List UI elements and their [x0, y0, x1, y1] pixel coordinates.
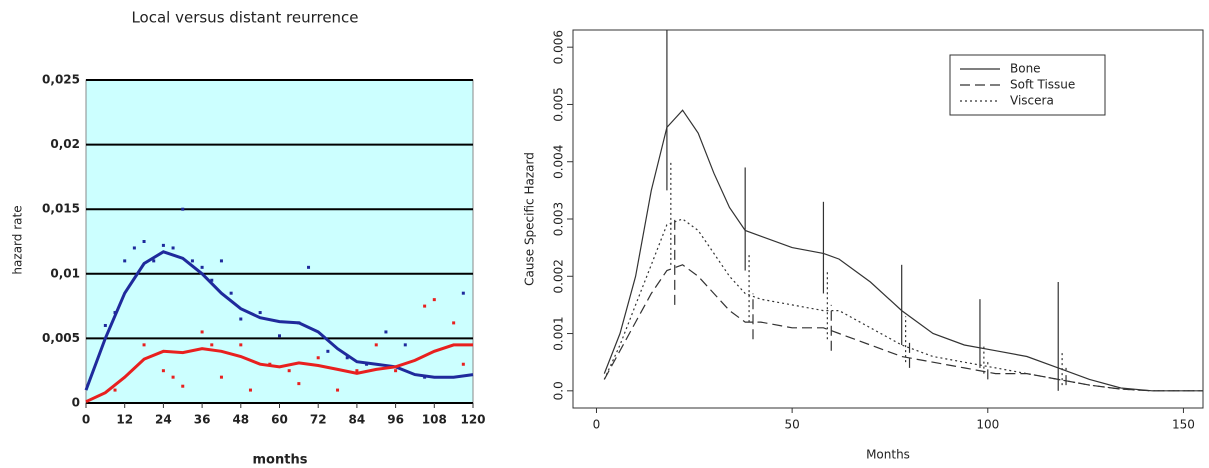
data-point	[287, 369, 291, 373]
x-tick-label: 72	[310, 413, 327, 427]
x-tick-label: 50	[784, 418, 799, 432]
x-tick-label: 100	[976, 418, 999, 432]
series-line	[603, 264, 1203, 392]
data-point	[316, 356, 320, 360]
data-point	[123, 259, 127, 263]
data-point	[461, 291, 465, 295]
y-tick-label: 0	[72, 396, 80, 410]
data-point	[200, 265, 204, 269]
data-point	[384, 330, 388, 334]
x-tick-label: 108	[422, 413, 447, 427]
series-line	[603, 218, 1203, 392]
y-axis-label: Cause Specific Hazard	[523, 152, 537, 286]
data-point	[171, 375, 175, 379]
x-axis-label: Months	[866, 448, 910, 462]
data-point	[394, 369, 398, 373]
data-point	[161, 243, 165, 247]
data-point	[113, 388, 117, 392]
y-tick-label: 0,015	[42, 202, 80, 216]
chart-title: Local versus distant reurrence	[131, 9, 358, 27]
data-point	[152, 259, 156, 263]
data-point	[181, 207, 185, 211]
y-tick-label: 0,025	[42, 73, 80, 87]
data-point	[161, 369, 165, 373]
legend-label: Soft Tissue	[1010, 78, 1075, 92]
data-point	[307, 265, 311, 269]
data-point	[336, 388, 340, 392]
x-tick-label: 120	[460, 413, 485, 427]
data-point	[103, 323, 107, 327]
y-tick-label: 0.006	[552, 30, 566, 64]
x-tick-label: 12	[116, 413, 133, 427]
y-tick-label: 0.003	[552, 202, 566, 236]
y-axis-label: hazard rate	[11, 205, 25, 274]
y-tick-label: 0,005	[42, 331, 80, 345]
series-line	[85, 343, 473, 404]
x-tick-label: 60	[271, 413, 288, 427]
x-tick-label: 84	[349, 413, 366, 427]
data-point	[142, 343, 146, 347]
y-tick-label: 0.001	[552, 316, 566, 350]
x-axis-label: months	[253, 453, 308, 468]
data-point	[181, 384, 185, 388]
data-point	[171, 246, 175, 250]
data-point	[452, 321, 456, 325]
x-tick-label: 150	[1172, 418, 1195, 432]
data-point	[210, 278, 214, 282]
legend-label: Viscera	[1010, 94, 1054, 108]
data-point	[403, 343, 407, 347]
data-point	[432, 298, 436, 302]
data-point	[210, 343, 214, 347]
series-line	[603, 109, 1203, 392]
y-tick-label: 0.0	[552, 381, 566, 400]
data-point	[258, 311, 262, 315]
data-point	[326, 349, 330, 353]
data-point	[423, 304, 427, 308]
data-point	[142, 240, 146, 243]
series-line	[84, 250, 474, 391]
data-point	[132, 246, 136, 250]
data-point	[355, 369, 359, 373]
x-tick-label: 0	[82, 413, 90, 427]
data-point	[248, 388, 252, 392]
data-point	[190, 259, 194, 263]
y-tick-label: 0.002	[552, 259, 566, 293]
data-point	[297, 382, 301, 386]
y-tick-label: 0,01	[50, 266, 80, 280]
data-point	[461, 362, 465, 366]
data-point	[219, 259, 223, 263]
x-tick-label: 96	[387, 413, 404, 427]
data-point	[239, 317, 243, 321]
y-tick-label: 0.005	[552, 87, 566, 121]
data-point	[374, 343, 378, 347]
x-tick-label: 36	[194, 413, 211, 427]
data-point	[200, 330, 204, 334]
legend-label: Bone	[1010, 62, 1041, 76]
plot-area	[85, 79, 474, 404]
x-tick-label: 0	[593, 418, 601, 432]
x-tick-label: 48	[232, 413, 249, 427]
x-tick-label: 24	[155, 413, 172, 427]
data-point	[229, 291, 233, 295]
y-tick-label: 0.004	[552, 145, 566, 179]
y-tick-label: 0,02	[50, 137, 80, 151]
data-point	[278, 334, 281, 338]
data-point	[345, 356, 349, 360]
data-point	[239, 343, 243, 347]
data-point	[219, 375, 223, 379]
